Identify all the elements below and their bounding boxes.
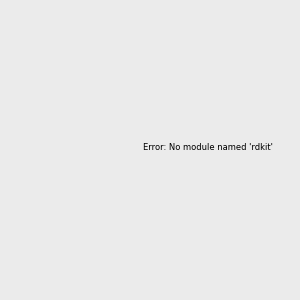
Text: Error: No module named 'rdkit': Error: No module named 'rdkit'	[143, 143, 273, 152]
